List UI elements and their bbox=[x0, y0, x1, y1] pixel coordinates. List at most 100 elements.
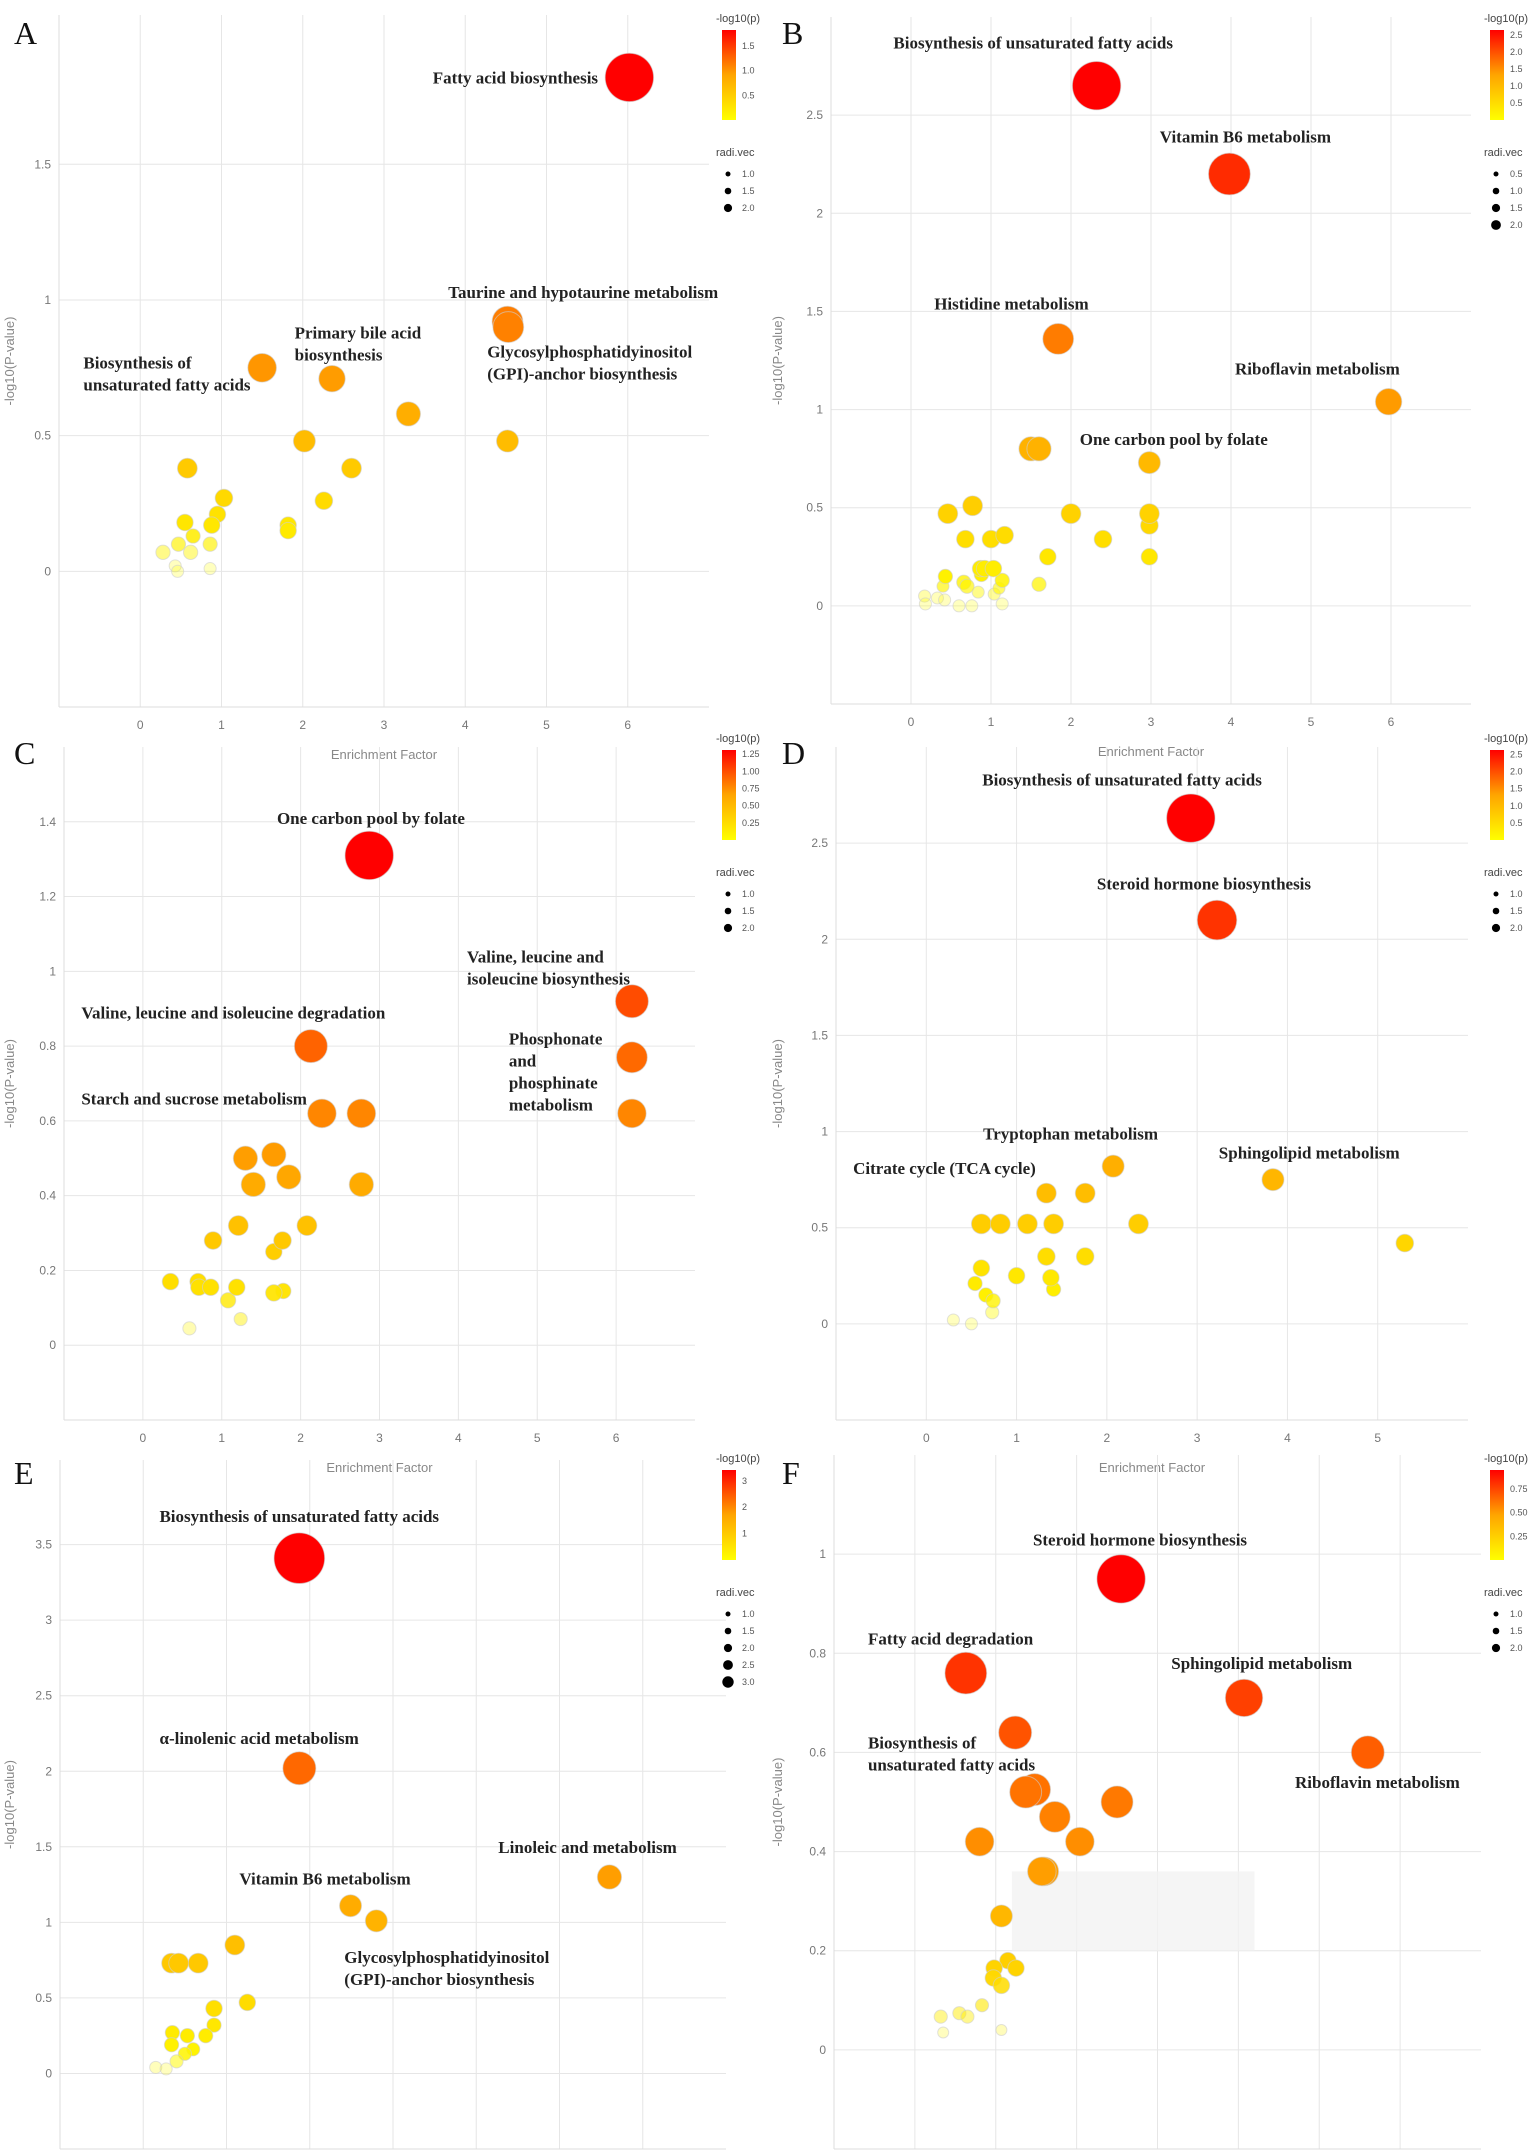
data-point[interactable] bbox=[1075, 1247, 1095, 1266]
data-point[interactable] bbox=[227, 1278, 246, 1297]
data-point[interactable] bbox=[170, 536, 187, 552]
data-point[interactable] bbox=[1101, 1154, 1125, 1178]
data-point[interactable] bbox=[176, 513, 194, 532]
data-point[interactable] bbox=[348, 1171, 374, 1198]
data-point[interactable] bbox=[161, 1272, 180, 1291]
data-point[interactable] bbox=[227, 1215, 249, 1236]
data-point[interactable] bbox=[282, 1751, 317, 1786]
data-point[interactable] bbox=[279, 521, 297, 540]
data-point[interactable] bbox=[185, 528, 201, 544]
data-point[interactable] bbox=[492, 311, 525, 343]
data-point[interactable] bbox=[998, 1715, 1033, 1750]
data-point[interactable] bbox=[995, 597, 1009, 611]
data-point[interactable] bbox=[933, 2009, 948, 2024]
data-point[interactable] bbox=[276, 1164, 302, 1190]
data-point[interactable] bbox=[616, 1041, 648, 1074]
data-point[interactable] bbox=[1027, 1856, 1057, 1887]
data-point[interactable] bbox=[1196, 899, 1238, 941]
data-point[interactable] bbox=[937, 2026, 950, 2039]
data-point[interactable] bbox=[265, 1284, 283, 1302]
data-point[interactable] bbox=[1166, 793, 1216, 843]
data-point[interactable] bbox=[956, 529, 975, 549]
data-point[interactable] bbox=[952, 599, 966, 613]
data-point[interactable] bbox=[205, 1999, 223, 2018]
data-point[interactable] bbox=[974, 1998, 990, 2013]
data-point[interactable] bbox=[182, 544, 199, 560]
data-point[interactable] bbox=[965, 599, 979, 613]
data-point[interactable] bbox=[232, 1145, 259, 1171]
data-point[interactable] bbox=[176, 457, 198, 479]
data-point[interactable] bbox=[149, 2060, 163, 2074]
data-point[interactable] bbox=[198, 2028, 214, 2044]
data-point[interactable] bbox=[159, 2062, 173, 2076]
data-point[interactable] bbox=[1261, 1168, 1285, 1192]
data-point[interactable] bbox=[182, 1321, 197, 1336]
data-point[interactable] bbox=[224, 1934, 246, 1956]
data-point[interactable] bbox=[1074, 1182, 1096, 1204]
data-point[interactable] bbox=[1395, 1233, 1415, 1253]
data-point[interactable] bbox=[169, 2054, 184, 2069]
data-point[interactable] bbox=[238, 1993, 257, 2012]
data-point[interactable] bbox=[292, 429, 316, 453]
data-point[interactable] bbox=[962, 495, 984, 517]
data-point[interactable] bbox=[240, 1171, 266, 1198]
data-point[interactable] bbox=[985, 1293, 1001, 1309]
data-point[interactable] bbox=[1224, 1678, 1264, 1718]
data-point[interactable] bbox=[1140, 548, 1159, 566]
data-point[interactable] bbox=[1093, 529, 1113, 549]
data-point[interactable] bbox=[964, 1826, 995, 1857]
data-point[interactable] bbox=[614, 984, 649, 1019]
data-point[interactable] bbox=[1038, 1800, 1071, 1833]
data-point[interactable] bbox=[937, 503, 959, 525]
data-point[interactable] bbox=[937, 568, 954, 585]
data-point[interactable] bbox=[203, 562, 217, 576]
data-point[interactable] bbox=[1007, 1267, 1026, 1285]
data-point[interactable] bbox=[1007, 1959, 1025, 1977]
data-point[interactable] bbox=[202, 536, 218, 552]
data-point[interactable] bbox=[1374, 388, 1403, 416]
data-point[interactable] bbox=[596, 1864, 623, 1890]
data-point[interactable] bbox=[1128, 1213, 1149, 1235]
data-point[interactable] bbox=[155, 544, 171, 560]
data-point[interactable] bbox=[273, 1532, 326, 1585]
data-point[interactable] bbox=[344, 830, 394, 881]
data-point[interactable] bbox=[214, 488, 234, 508]
data-point[interactable] bbox=[1017, 1213, 1038, 1235]
data-point[interactable] bbox=[1137, 451, 1161, 475]
data-point[interactable] bbox=[219, 1292, 237, 1309]
data-point[interactable] bbox=[989, 1904, 1013, 1928]
data-point[interactable] bbox=[206, 2017, 222, 2033]
data-point[interactable] bbox=[168, 1952, 190, 1974]
data-point[interactable] bbox=[946, 1313, 960, 1327]
data-point[interactable] bbox=[293, 1029, 328, 1064]
data-point[interactable] bbox=[1037, 1247, 1056, 1266]
data-point[interactable] bbox=[395, 401, 421, 427]
data-point[interactable] bbox=[1096, 1554, 1146, 1604]
data-point[interactable] bbox=[994, 572, 1010, 588]
data-point[interactable] bbox=[179, 2028, 196, 2044]
data-point[interactable] bbox=[952, 2006, 967, 2021]
data-point[interactable] bbox=[918, 597, 932, 611]
data-point[interactable] bbox=[938, 593, 952, 607]
data-point[interactable] bbox=[1026, 436, 1052, 462]
data-point[interactable] bbox=[964, 1317, 978, 1331]
data-point[interactable] bbox=[339, 1894, 363, 1918]
data-point[interactable] bbox=[989, 1213, 1011, 1235]
data-point[interactable] bbox=[995, 2024, 1008, 2037]
data-point[interactable] bbox=[296, 1215, 318, 1236]
data-point[interactable] bbox=[203, 516, 221, 534]
data-point[interactable] bbox=[273, 1231, 292, 1250]
data-point[interactable] bbox=[944, 1651, 988, 1695]
data-point[interactable] bbox=[970, 1213, 992, 1235]
data-point[interactable] bbox=[203, 1231, 223, 1250]
data-point[interactable] bbox=[972, 1259, 991, 1277]
data-point[interactable] bbox=[1042, 323, 1075, 355]
data-point[interactable] bbox=[1031, 576, 1047, 592]
data-point[interactable] bbox=[261, 1141, 287, 1168]
data-point[interactable] bbox=[1208, 152, 1251, 196]
data-point[interactable] bbox=[201, 1278, 220, 1297]
data-point[interactable] bbox=[496, 429, 519, 453]
data-point[interactable] bbox=[1039, 548, 1057, 566]
data-point[interactable] bbox=[984, 559, 1003, 578]
data-point[interactable] bbox=[995, 525, 1014, 545]
